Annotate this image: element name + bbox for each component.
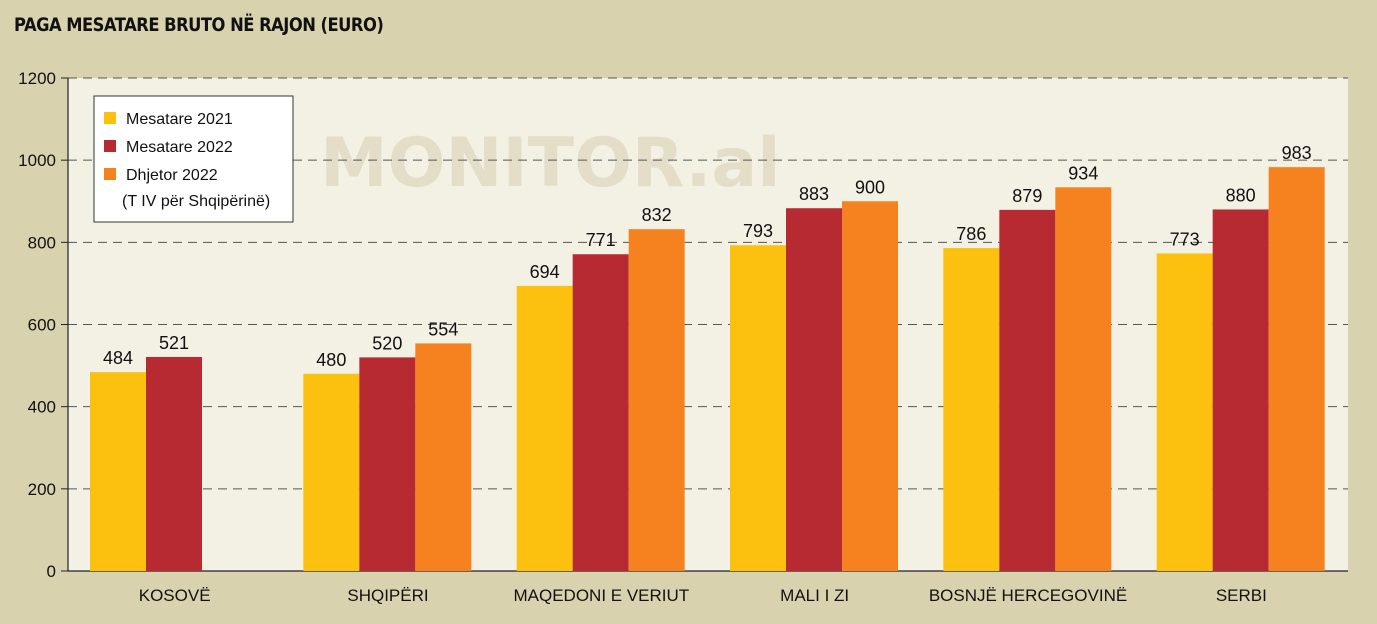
bar <box>1156 253 1213 571</box>
bar-layer <box>90 167 1325 572</box>
bar <box>359 357 416 571</box>
chart-title: PAGA MESATARE BRUTO NË RAJON (EURO) <box>14 14 384 36</box>
legend-label: Dhjetor 2022 <box>126 167 218 184</box>
data-label: 786 <box>956 224 986 244</box>
bar <box>1212 209 1269 571</box>
grid-layer <box>68 77 1348 490</box>
legend-swatch <box>104 168 116 180</box>
bar <box>999 209 1056 571</box>
y-tick-label: 400 <box>28 398 56 417</box>
data-label: 880 <box>1226 185 1256 205</box>
bar <box>572 254 629 571</box>
bar <box>943 248 1000 571</box>
data-label: 480 <box>316 350 346 370</box>
bar <box>516 285 573 571</box>
bar <box>1268 167 1325 572</box>
x-tick-label: BOSNJË HERCEGOVINË <box>929 586 1127 605</box>
label-layer: 484 521 480 520 554 694 771 832 793 883 900 786 879 9… <box>103 143 1312 370</box>
bar <box>146 356 202 571</box>
bar <box>415 343 472 571</box>
data-label: 879 <box>1012 186 1042 206</box>
x-tick-label: SERBI <box>1216 586 1267 605</box>
data-label: 934 <box>1068 163 1098 183</box>
data-label: 900 <box>855 177 885 197</box>
x-tick-label: MALI I ZI <box>780 586 849 605</box>
data-label: 883 <box>799 184 829 204</box>
bar <box>842 201 898 571</box>
bar <box>1055 187 1112 571</box>
axis-layer: 0 200 400 600 800 1000 1200 KOSOVË SHQIPËRI MAQED… <box>18 69 1348 605</box>
legend: Mesatare 2021 Mesatare 2022 Dhjetor 2022 (T… <box>93 95 294 223</box>
x-tick-label: SHQIPËRI <box>347 586 428 605</box>
data-label: 520 <box>372 333 402 353</box>
y-tick-label: 1000 <box>18 151 56 170</box>
legend-label: Mesatare 2021 <box>126 111 233 128</box>
bar <box>628 229 685 572</box>
data-label: 832 <box>642 205 672 225</box>
y-tick-label: 600 <box>28 316 56 335</box>
legend-box <box>93 95 294 223</box>
data-label: 521 <box>159 333 189 353</box>
data-label: 484 <box>103 348 133 368</box>
legend-note: (T IV për Shqipërinë) <box>122 193 270 210</box>
data-label: 793 <box>743 221 773 241</box>
y-tick-label: 800 <box>28 233 56 252</box>
x-tick-label: MAQEDONI E VERIUT <box>513 586 689 605</box>
data-label: 771 <box>586 230 616 250</box>
y-tick-label: 0 <box>47 562 56 581</box>
watermark: MONITOR.al <box>320 124 781 203</box>
data-label: 773 <box>1170 229 1200 249</box>
legend-swatch <box>104 112 116 124</box>
data-label: 554 <box>428 319 458 339</box>
bar <box>730 245 786 571</box>
y-tick-label: 200 <box>28 480 56 499</box>
data-label: 694 <box>530 262 560 282</box>
y-tick-label: 1200 <box>18 69 56 88</box>
data-label: 983 <box>1282 143 1312 163</box>
legend-swatch <box>104 140 116 152</box>
x-tick-label: KOSOVË <box>139 586 211 605</box>
legend-label: Mesatare 2022 <box>126 139 233 156</box>
bar <box>786 208 842 571</box>
bar <box>90 372 146 571</box>
bar <box>303 373 360 571</box>
